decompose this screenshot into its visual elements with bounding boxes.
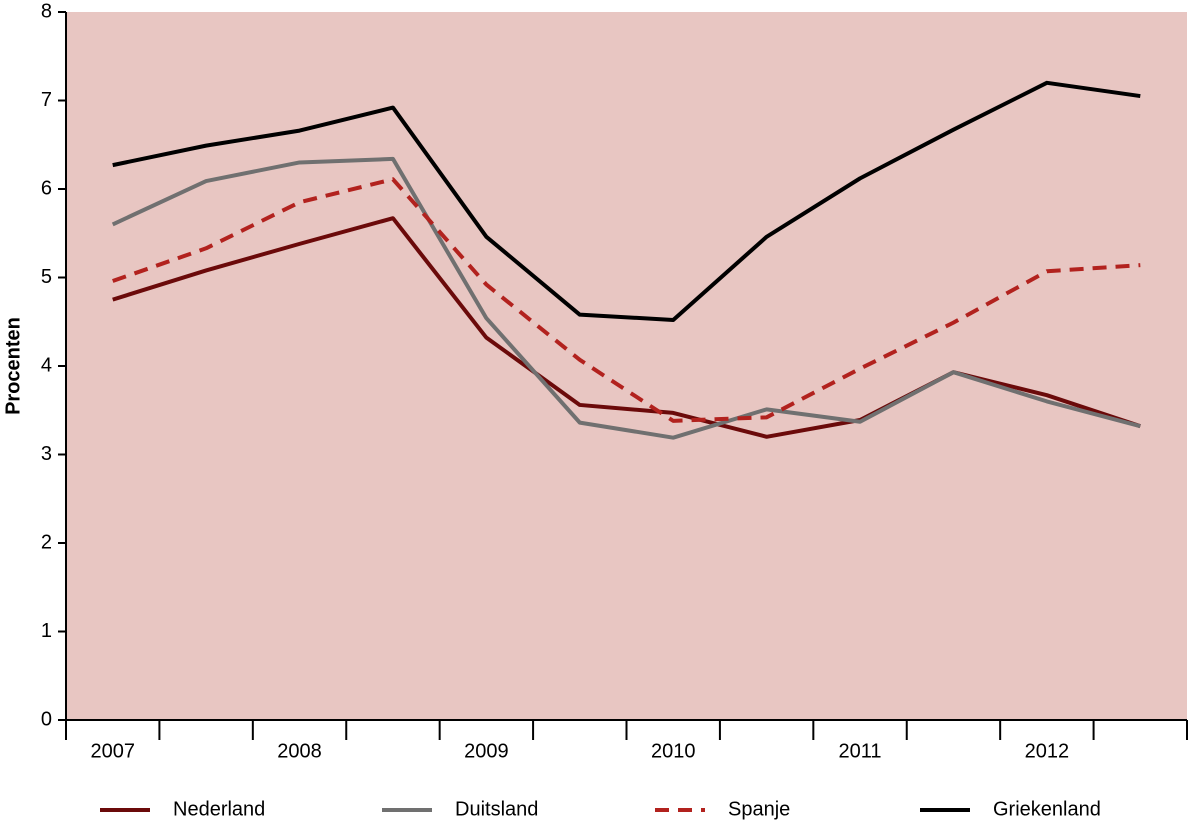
- y-tick-label: 5: [41, 266, 52, 288]
- y-tick-label: 7: [41, 89, 52, 111]
- legend-label: Nederland: [173, 798, 265, 820]
- legend-label: Duitsland: [455, 798, 538, 820]
- x-tick-label: 2010: [651, 740, 696, 762]
- line-series: [112, 177, 1141, 423]
- y-tick-label: 4: [41, 354, 52, 376]
- x-tick-label: 2007: [90, 740, 135, 762]
- x-tick-label: 2009: [464, 740, 509, 762]
- x-tick-label: 2008: [277, 740, 322, 762]
- plot-background: [66, 12, 1187, 720]
- y-tick-label: 2: [41, 531, 52, 553]
- line-series: [111, 156, 1141, 440]
- x-tick-label: 2011: [839, 740, 882, 762]
- y-axis-label: Procenten: [2, 317, 24, 415]
- x-tick-label: 2012: [1025, 740, 1070, 762]
- y-tick-label: 6: [41, 177, 52, 199]
- legend-label: Spanje: [728, 798, 790, 820]
- y-tick-label: 1: [41, 620, 52, 642]
- y-tick-label: 0: [41, 708, 52, 730]
- line-series: [112, 80, 1141, 322]
- legend-label: Griekenland: [993, 798, 1101, 820]
- y-tick-label: 8: [41, 0, 52, 22]
- y-tick-label: 3: [41, 443, 52, 465]
